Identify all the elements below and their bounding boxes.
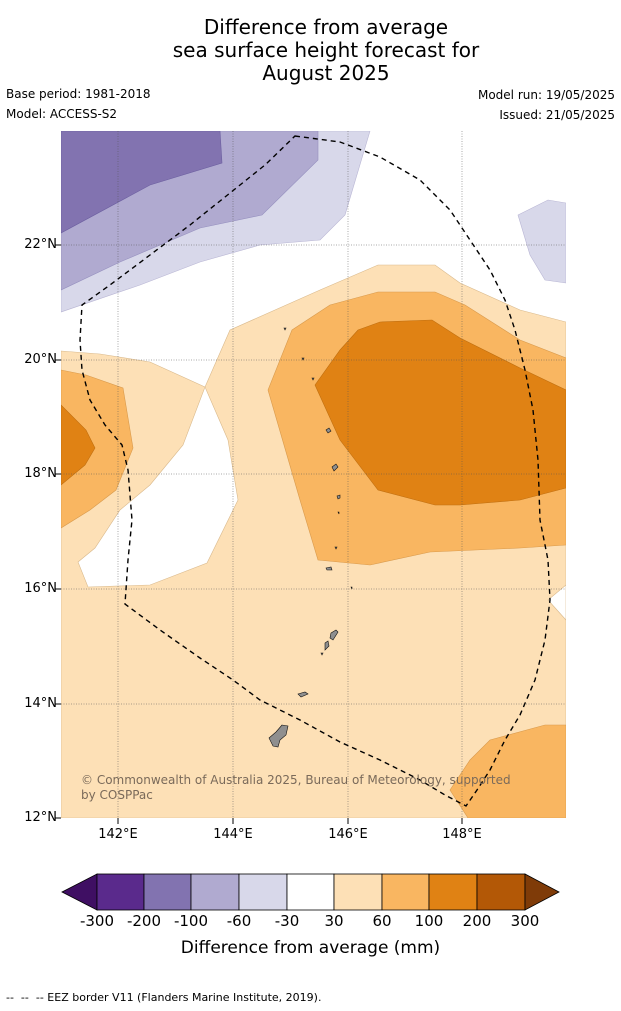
- colorbar-swatch-neg-100-60: [190, 873, 240, 911]
- island-saipan: [329, 629, 339, 641]
- island-aguijan: [320, 652, 324, 656]
- title-line-2: sea surface height forecast for: [172, 38, 480, 62]
- island-guam: [268, 724, 289, 748]
- island-agrihan: [331, 463, 339, 472]
- neutral-patch-lower-right: [547, 584, 566, 621]
- colorbar-tick-neg200: -200: [126, 912, 162, 930]
- colorbar-swatch-neutral: [286, 873, 335, 911]
- anomaly-region-60-100-south: [449, 724, 566, 818]
- colorbar-swatch-30-60: [333, 873, 383, 911]
- anomaly-region-60-100-west: [61, 369, 134, 529]
- colorbar-swatch-200-300: [476, 873, 526, 911]
- island-rota: [297, 691, 309, 698]
- anomaly-region-100-200-main: [314, 319, 566, 506]
- anomaly-region-100-200-west: [61, 404, 96, 486]
- colorbar-tick-neg60: -60: [226, 912, 252, 930]
- issued-date: Issued: 21/05/2025: [499, 108, 615, 122]
- colorbar-swatch-neg-300-200: [96, 873, 145, 911]
- island-sarigan: [334, 546, 338, 550]
- colorbar-swatch-100-200: [428, 873, 478, 911]
- island-pagan: [336, 494, 341, 500]
- axis-ticks: [55, 244, 463, 824]
- lat-label-22n: 22°N: [24, 237, 57, 252]
- colorbar-tick-100: 100: [414, 912, 444, 930]
- title-line-3: August 2025: [262, 61, 390, 85]
- island-north: [283, 327, 287, 331]
- island-asuncion: [325, 427, 332, 434]
- lon-label-144e: 144°E: [213, 827, 253, 842]
- lon-label-148e: 148°E: [442, 827, 482, 842]
- colorbar-tick-30: 30: [324, 912, 344, 930]
- lat-label-16n: 16°N: [24, 581, 57, 596]
- colorbar-swatch-over: [524, 873, 560, 911]
- colorbar-tick-300: 300: [510, 912, 540, 930]
- colorbar-tick-200: 200: [462, 912, 492, 930]
- gridlines: [61, 131, 566, 818]
- copyright-credit: © Commonwealth of Australia 2025, Bureau…: [81, 773, 511, 802]
- lat-label-12n: 12°N: [24, 810, 57, 825]
- lon-label-142e: 142°E: [98, 827, 138, 842]
- lat-label-18n: 18°N: [24, 466, 57, 481]
- colorbar-swatch-neg-200-100: [143, 873, 192, 911]
- colorbar: [61, 873, 560, 911]
- colorbar-label: Difference from average (mm): [180, 938, 441, 958]
- colorbar-tick-neg30: -30: [274, 912, 300, 930]
- island-tinian: [324, 640, 330, 651]
- title-line-1: Difference from average: [203, 15, 449, 39]
- eez-legend-text: -- -- -- EEZ border V11 (Flanders Marine…: [6, 991, 322, 1004]
- anomaly-region-neg-100-200: [61, 131, 223, 234]
- model-name: Model: ACCESS-S2: [6, 107, 118, 121]
- lat-label-14n: 14°N: [24, 696, 57, 711]
- eez-border: [79, 135, 551, 807]
- map-title: Difference from average sea surface heig…: [0, 16, 621, 85]
- colorbar-tick-60: 60: [372, 912, 392, 930]
- lon-label-146e: 146°E: [328, 827, 368, 842]
- colorbar-swatch-neg-60-30: [238, 873, 288, 911]
- lat-label-20n: 20°N: [24, 352, 57, 367]
- colorbar-tick-neg100: -100: [173, 912, 209, 930]
- colorbar-swatch-under: [61, 873, 98, 911]
- base-period: Base period: 1981-2018: [6, 87, 151, 101]
- island-alamagan: [337, 511, 340, 515]
- model-run: Model run: 19/05/2025: [477, 88, 615, 102]
- colorbar-swatch-60-100: [381, 873, 430, 911]
- island-uracas: [301, 357, 305, 361]
- colorbar-tick-neg300: -300: [79, 912, 115, 930]
- map-plot-area: [61, 131, 566, 818]
- island-south-small: [350, 586, 353, 590]
- island-maug: [311, 377, 315, 381]
- island-anatahan: [325, 566, 333, 571]
- anomaly-region-neg-30-60-east: [517, 199, 566, 284]
- islands: [268, 327, 353, 748]
